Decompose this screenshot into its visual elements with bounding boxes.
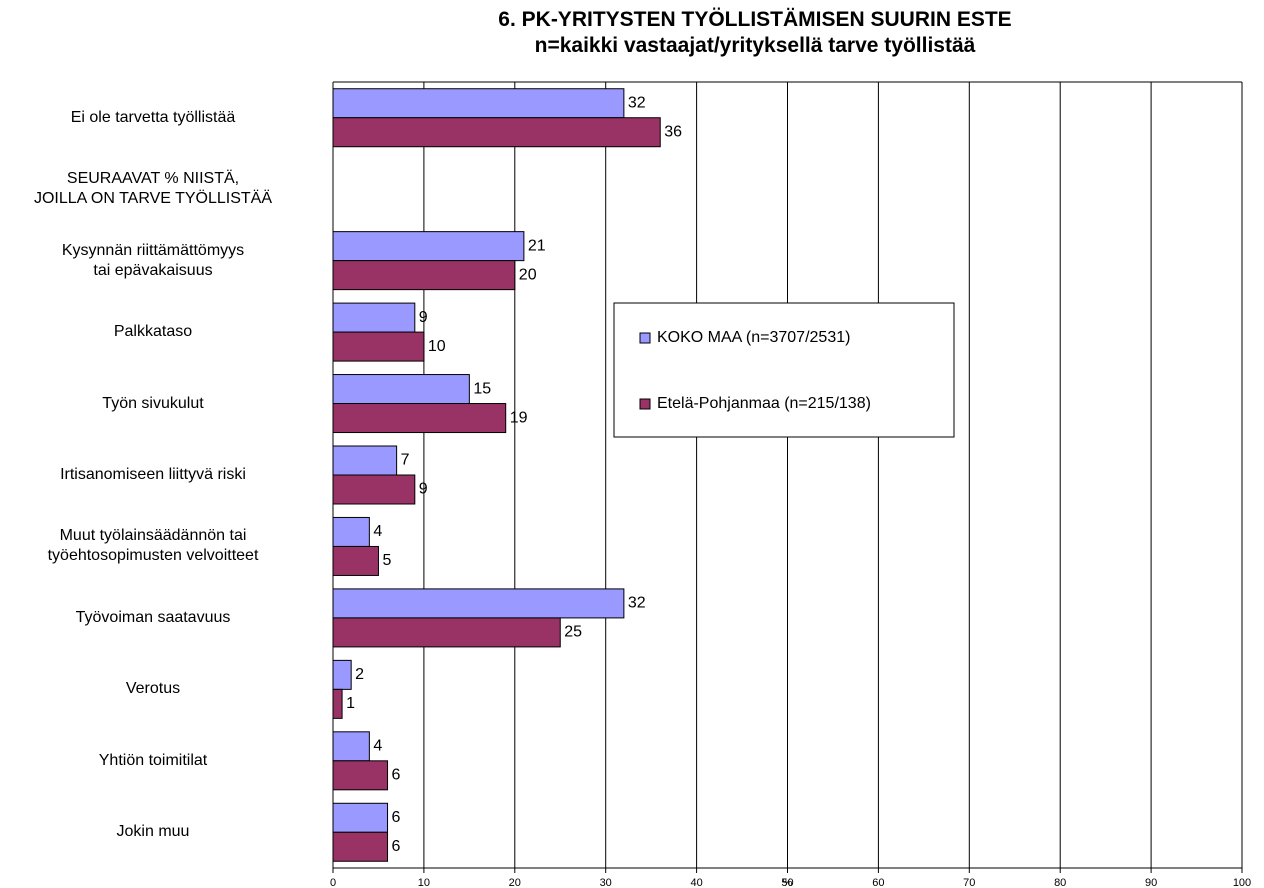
y-tick-label: Irtisanomiseen liittyvä riski [60,466,246,483]
chart-subtitle: n=kaikki vastaajat/yrityksellä tarve työ… [534,34,976,57]
data-label: 6 [392,838,401,855]
data-label: 10 [428,338,446,355]
data-label: 4 [373,523,382,540]
x-axis-label: % [783,877,793,888]
bar [332,688,343,719]
bar [332,403,507,434]
data-label: 6 [392,767,401,784]
data-label: 32 [628,94,646,111]
data-label: 4 [373,738,382,755]
bar [332,231,525,262]
x-tick-label: 90 [1145,877,1157,888]
y-tick-label: Työn sivukulut [102,394,204,412]
x-tick-label: 10 [418,877,430,888]
x-tick-label: 40 [690,877,702,888]
bar [332,659,352,690]
bar [332,760,389,791]
data-label: 15 [473,380,491,397]
bar [332,302,416,333]
x-tick-label: 70 [963,877,975,888]
bar [332,117,661,148]
bar [332,88,625,119]
data-label: 19 [510,409,528,426]
bar [332,331,425,362]
data-label: 25 [564,624,582,641]
bar [332,617,561,648]
y-tick-label: Työvoiman saatavuus [75,608,231,626]
bar [332,474,416,505]
legend-label: KOKO MAA (n=3707/2531) [657,329,850,346]
data-label: 32 [628,595,646,612]
data-label: 7 [401,452,410,469]
y-tick-label: Ei ole tarvetta työllistää [70,108,236,126]
data-label: 2 [355,666,364,683]
y-tick-label: Palkkataso [113,323,193,341]
y-tick-label: Jokin muu [116,823,190,841]
x-tick-label: 20 [509,877,521,888]
bar [332,588,625,619]
x-tick-label: 60 [872,877,884,888]
bar [332,831,389,862]
data-label: 20 [519,266,537,283]
x-tick-label: 100 [1233,877,1251,888]
bar [332,802,389,833]
data-label: 36 [664,123,682,140]
legend-swatch [639,398,651,410]
bar [332,516,370,547]
data-label: 9 [419,309,428,326]
data-label: 6 [392,809,401,826]
y-tick-label: Kysynnän riittämättömyys tai epävakaisuu… [61,241,245,279]
data-label: 21 [528,237,546,254]
data-label: 9 [419,481,428,498]
y-tick-label: SEURAAVAT % NIISTÄ, JOILLA ON TARVE TYÖL… [33,170,273,208]
legend-label: Etelä-Pohjanmaa (n=215/138) [657,395,871,412]
y-tick-label: Muut työlainsäädännön tai työehtosopimus… [47,527,259,565]
bar [332,731,370,762]
data-label: 5 [382,552,391,569]
bar [332,260,516,291]
bar [332,374,470,405]
bar [332,545,379,576]
chart-title: 6. PK-YRITYSTEN TYÖLLISTÄMISEN SUURIN ES… [498,8,1012,31]
x-tick-label: 0 [330,877,336,888]
y-tick-label: Verotus [125,680,181,698]
y-tick-label: Yhtiön toimitilat [98,751,208,769]
legend-swatch [639,332,651,344]
x-tick-label: 50 [781,877,793,888]
bar [332,445,398,476]
x-tick-label: 80 [1054,877,1066,888]
legend-box [613,302,955,438]
data-label: 1 [346,695,355,712]
x-tick-label: 30 [600,877,612,888]
